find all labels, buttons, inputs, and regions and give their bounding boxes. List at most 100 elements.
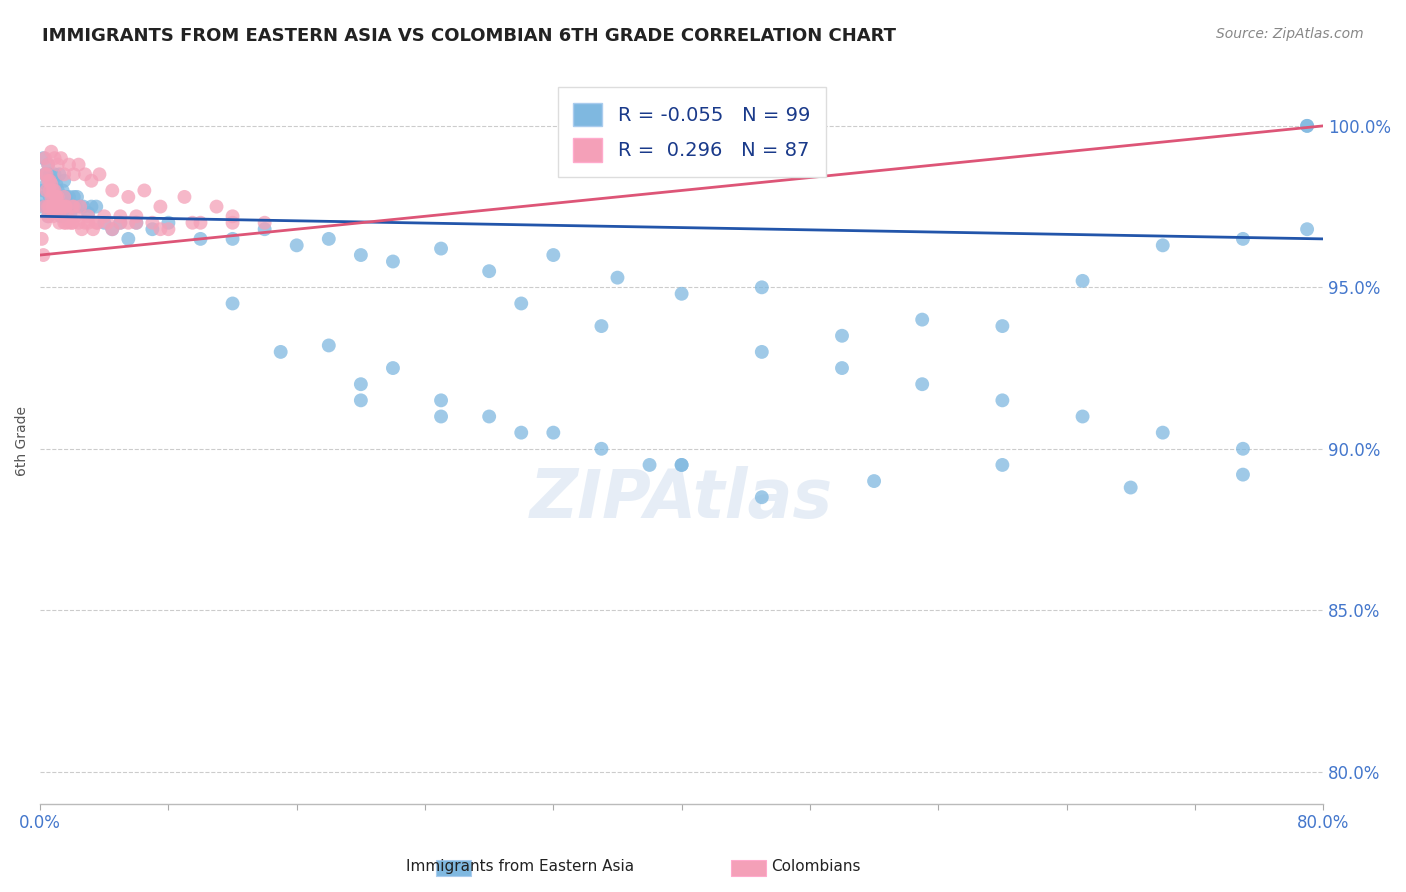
Point [318,232,340,246]
Point [46,200,69,214]
Point [991,319,1014,334]
Point [53,216,76,230]
Point [1071,274,1094,288]
Point [510,425,533,440]
Point [69,200,91,214]
Point [34,167,56,181]
Point [671,458,693,472]
Point [101,222,124,236]
Point [49,209,72,223]
Point [38,200,60,214]
Point [49,200,72,214]
Point [44,184,66,198]
Point [58,158,80,172]
Point [221,209,243,223]
Point [751,280,773,294]
Point [55,190,77,204]
Point [37,174,59,188]
Point [34,167,56,181]
Point [42,200,65,214]
Point [66,190,89,204]
Point [44,167,66,181]
Point [34,151,56,165]
Point [70,222,93,236]
Point [190,232,212,246]
Point [80,200,103,214]
Point [606,270,628,285]
Point [84,200,107,214]
Point [87,216,110,230]
Point [253,222,276,236]
Point [181,216,204,230]
Point [1232,232,1254,246]
Point [38,184,60,198]
Point [48,216,70,230]
Point [270,345,292,359]
Point [60,216,83,230]
Point [53,167,76,181]
Point [69,200,91,214]
Point [35,177,58,191]
Point [221,232,243,246]
Point [1232,442,1254,456]
Point [190,216,212,230]
Point [58,216,80,230]
Point [671,458,693,472]
Point [42,174,65,188]
Point [34,216,56,230]
Point [991,458,1014,472]
Text: Source: ZipAtlas.com: Source: ZipAtlas.com [1216,27,1364,41]
Point [350,377,373,392]
Point [46,184,69,198]
Point [1119,481,1142,495]
Point [285,238,308,252]
Point [125,216,148,230]
Point [45,190,67,204]
Point [478,409,501,424]
Point [751,345,773,359]
Text: ZIPAtlas: ZIPAtlas [530,466,834,532]
Point [60,200,83,214]
Point [41,177,63,191]
Point [350,393,373,408]
Point [318,338,340,352]
Point [60,200,83,214]
Point [991,393,1014,408]
Point [48,167,70,181]
Point [101,184,124,198]
Point [93,209,115,223]
Point [32,151,55,165]
Point [38,174,60,188]
Point [37,158,59,172]
Point [117,190,139,204]
Point [37,209,59,223]
Point [117,216,139,230]
Point [34,200,56,214]
Point [34,190,56,204]
Point [42,184,65,198]
Point [591,442,613,456]
Point [41,184,63,198]
Point [53,190,76,204]
Point [1152,238,1174,252]
Point [51,200,73,214]
Point [44,206,66,220]
Point [41,145,63,159]
Point [62,200,84,214]
Point [32,248,55,262]
Point [49,200,72,214]
Point [82,222,104,236]
Point [55,216,77,230]
Point [73,167,96,181]
Point [58,190,80,204]
Point [46,190,69,204]
Point [101,222,124,236]
Point [430,393,453,408]
Point [45,190,67,204]
Point [65,200,87,214]
Point [831,361,853,376]
Point [911,377,934,392]
Point [110,216,132,230]
Point [48,206,70,220]
Point [60,216,83,230]
